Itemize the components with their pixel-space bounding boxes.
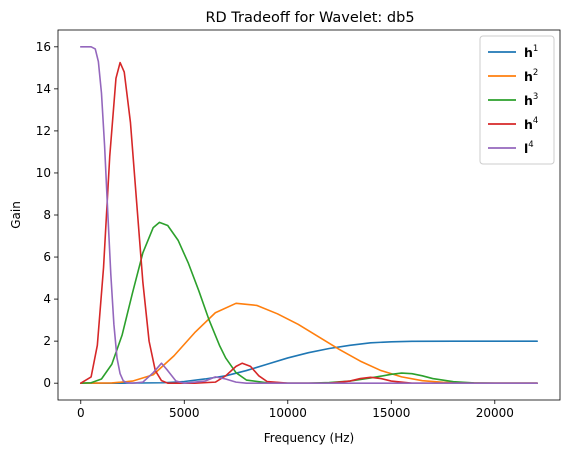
x-tick-label: 0 [77, 406, 85, 420]
series-line-l4 [79, 46, 539, 384]
y-axis-ticks: 0 2 4 6 8 10 12 14 16 [36, 40, 58, 390]
y-tick-label: 16 [36, 40, 51, 54]
legend-label-superscript: 1 [533, 44, 538, 54]
series-line-h3 [79, 221, 539, 384]
y-axis-label: Gain [9, 201, 23, 229]
x-tick-label: 20000 [476, 406, 514, 420]
y-tick-label: 6 [43, 250, 51, 264]
legend-label-superscript: 3 [533, 92, 538, 102]
legend-label-symbol: h [524, 45, 533, 60]
x-tick-label: 15000 [372, 406, 410, 420]
legend-label-symbol: h [524, 93, 533, 108]
series-layer [79, 46, 539, 384]
y-tick-label: 14 [36, 82, 51, 96]
x-tick-label: 10000 [269, 406, 307, 420]
x-tick-label: 5000 [169, 406, 200, 420]
legend-label-superscript: 4 [533, 116, 538, 126]
y-tick-label: 12 [36, 124, 51, 138]
legend-label-symbol: h [524, 117, 533, 132]
legend-label: l4 [524, 140, 534, 156]
legend-label-symbol: l [524, 141, 528, 156]
legend-box [479, 35, 555, 165]
chart-title: RD Tradeoff for Wavelet: db5 [205, 10, 414, 26]
y-tick-label: 2 [43, 334, 51, 348]
legend-label-superscript: 4 [528, 140, 533, 150]
legend-label-superscript: 2 [533, 68, 538, 78]
x-axis-label: Frequency (Hz) [264, 431, 355, 445]
x-axis-ticks: 0 5000 10000 15000 20000 [77, 400, 514, 420]
legend-label-symbol: h [524, 69, 533, 84]
y-tick-label: 4 [43, 292, 51, 306]
y-tick-label: 8 [43, 208, 51, 222]
legend-label: h3 [524, 92, 538, 108]
series-line-h4 [79, 61, 539, 384]
y-tick-label: 10 [36, 166, 51, 180]
legend-label: h2 [524, 68, 538, 84]
legend-label: h4 [524, 116, 538, 132]
series-line-h2 [79, 302, 539, 384]
y-tick-label: 0 [43, 376, 51, 390]
legend-label: h1 [524, 44, 538, 60]
